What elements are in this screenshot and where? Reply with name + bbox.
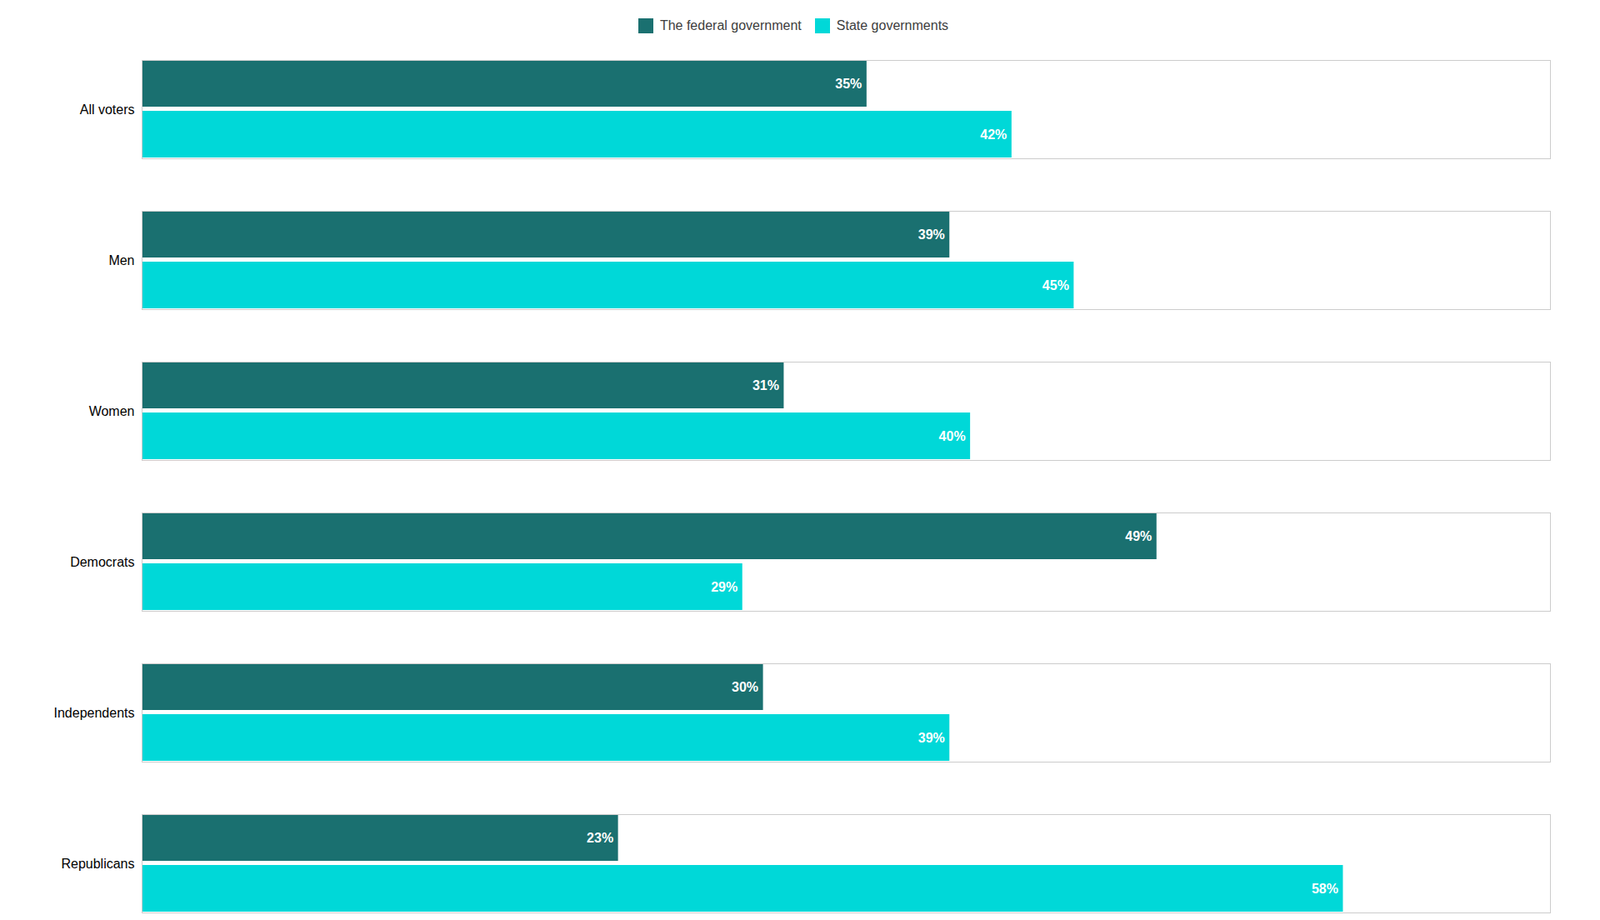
html-text:State governments: State governments <box>836 17 949 33</box>
html-text:The federal government: The federal government <box>659 17 802 33</box>
svg-text:40%: 40% <box>939 429 966 444</box>
svg-text:Republicans: Republicans <box>60 856 135 871</box>
svg-text:42%: 42% <box>980 127 1007 142</box>
svg-text:31%: 31% <box>752 378 780 393</box>
svg-text:Men: Men <box>108 253 135 268</box>
svg-text:39%: 39% <box>918 227 945 242</box>
svg-text:58%: 58% <box>1311 881 1339 896</box>
svg-text:35%: 35% <box>835 76 862 91</box>
svg-text:30%: 30% <box>731 680 759 695</box>
svg-text:49%: 49% <box>1125 529 1152 544</box>
svg-text:39%: 39% <box>918 730 945 745</box>
svg-text:Women: Women <box>89 404 135 419</box>
svg-text:Independents: Independents <box>54 705 135 720</box>
svg-text:45%: 45% <box>1042 278 1070 293</box>
svg-text:Democrats: Democrats <box>70 555 135 570</box>
svg-text:All voters: All voters <box>80 102 135 117</box>
svg-text:29%: 29% <box>710 580 738 595</box>
svg-text:23%: 23% <box>586 830 614 845</box>
